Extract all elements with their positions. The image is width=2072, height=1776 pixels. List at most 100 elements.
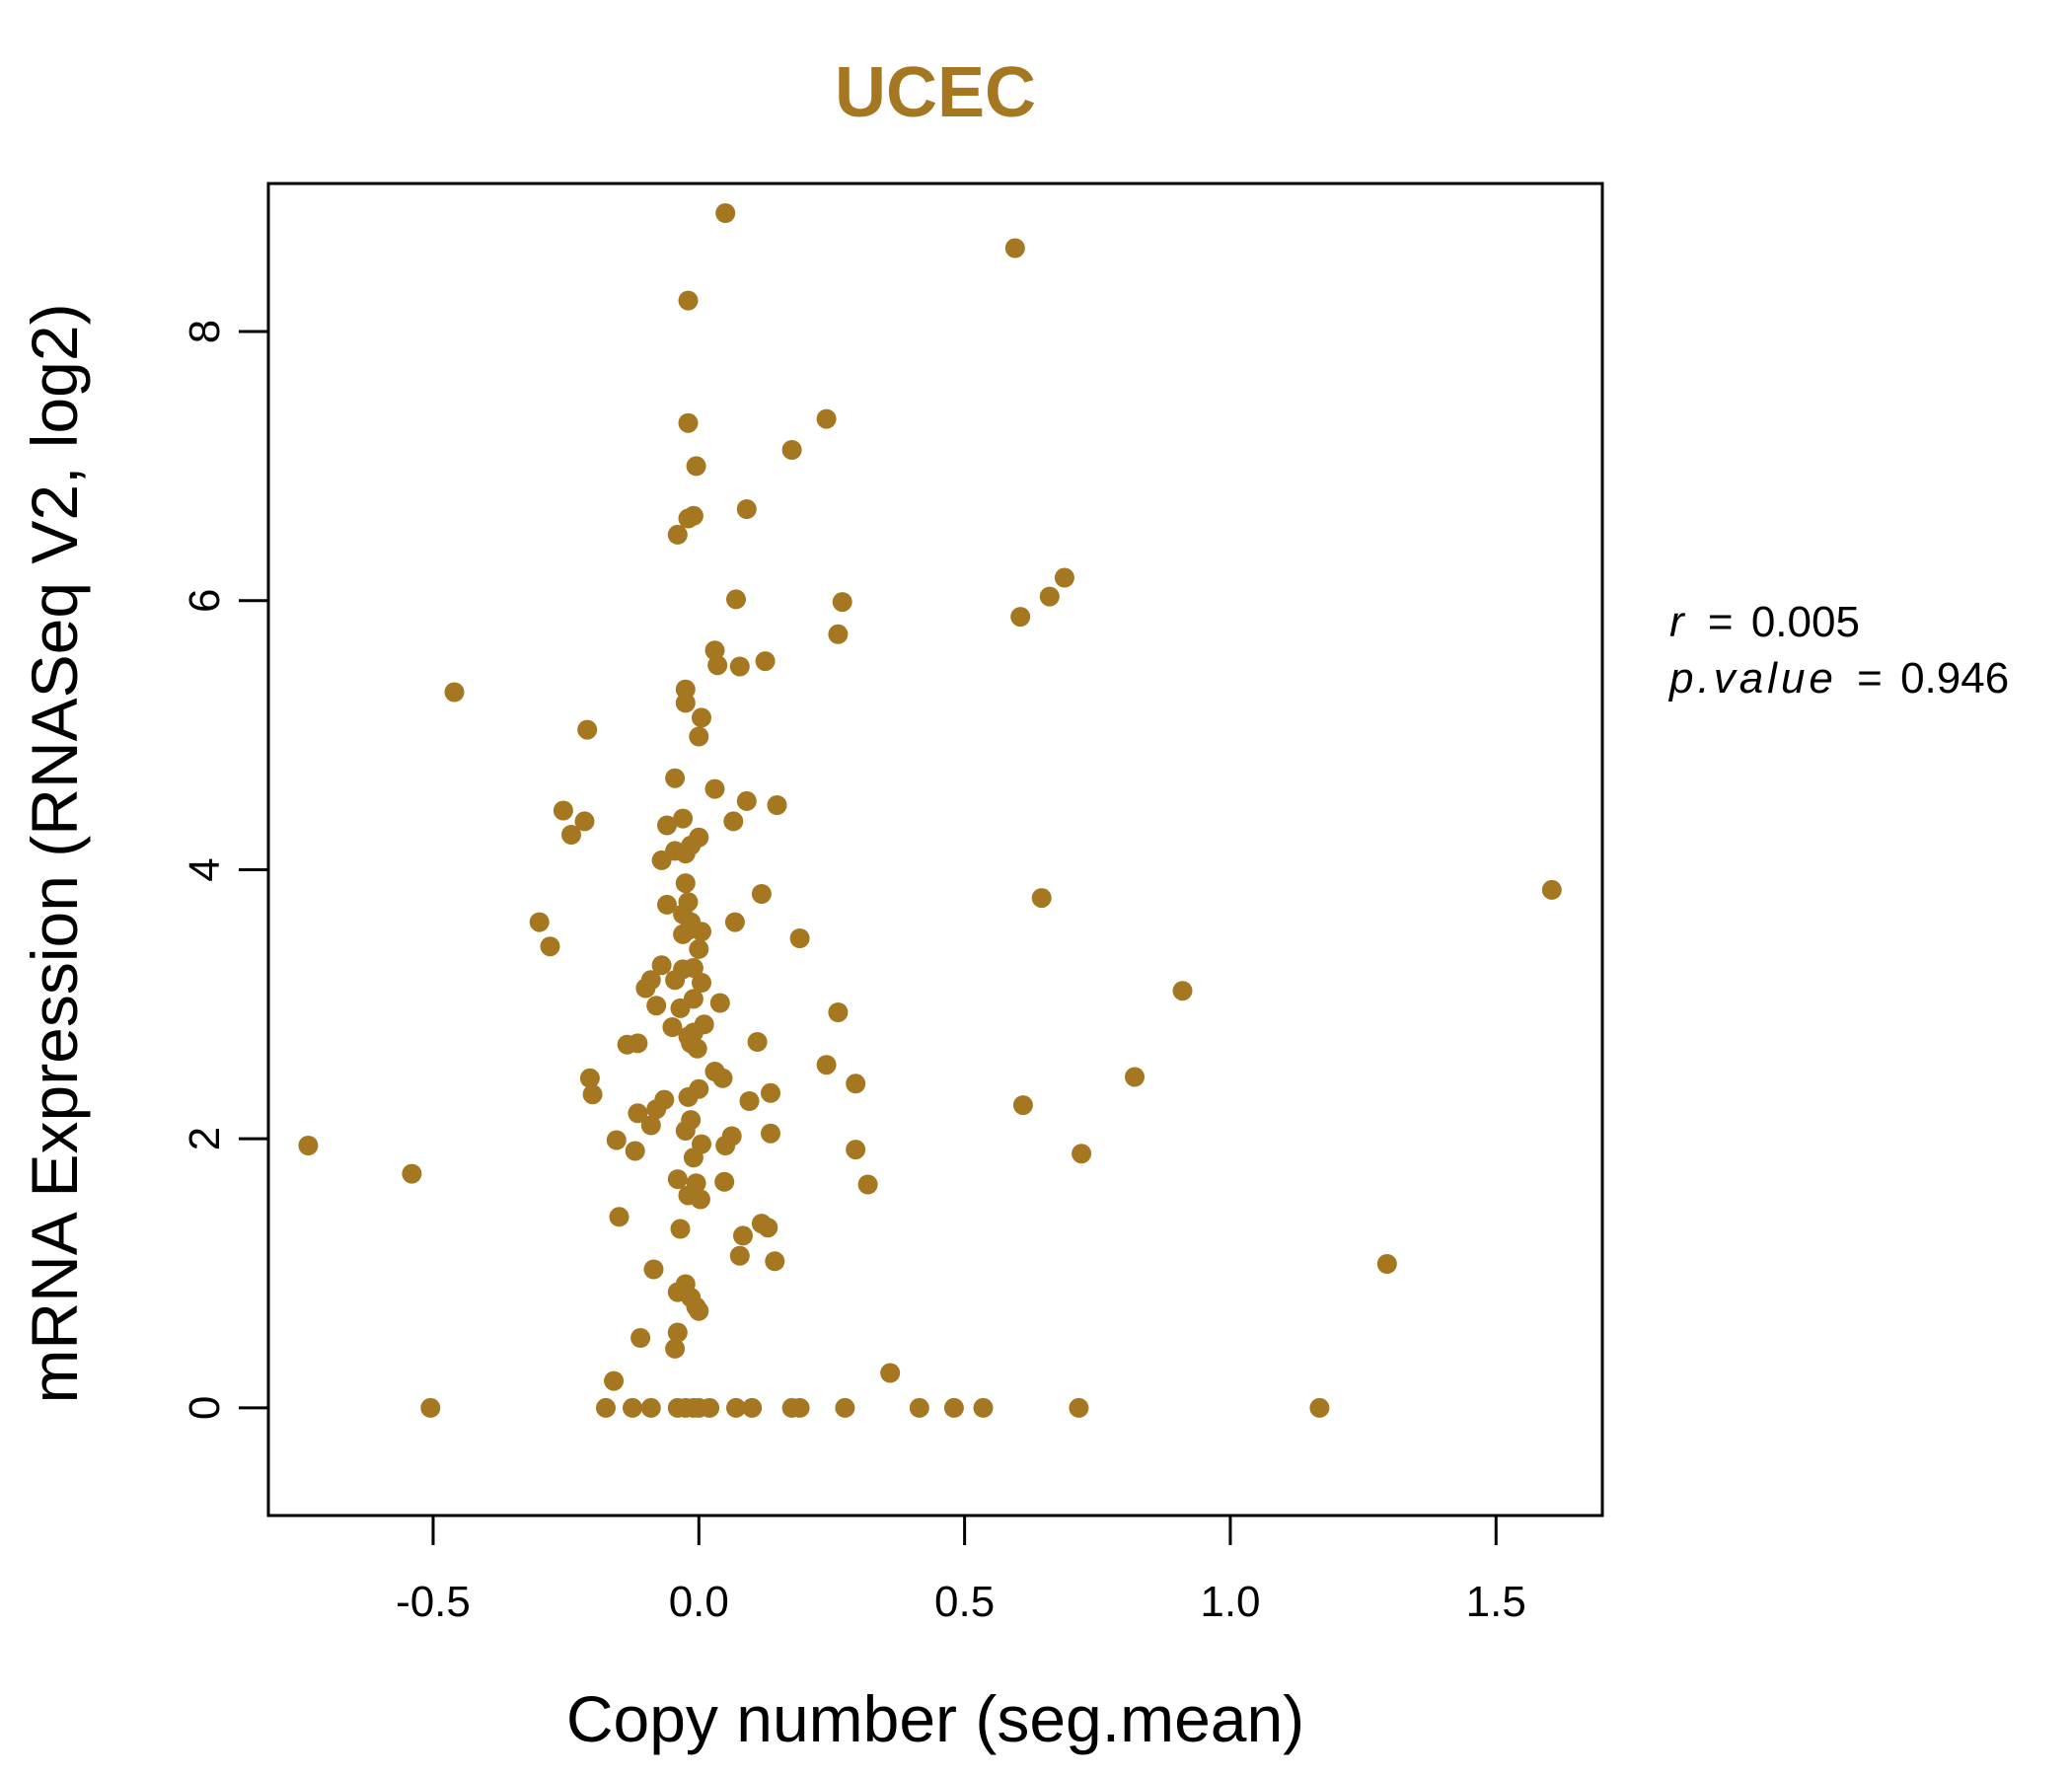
data-point xyxy=(835,1397,855,1418)
data-point xyxy=(665,768,686,788)
data-point xyxy=(714,1171,735,1192)
y-axis: 0 2 4 6 8 xyxy=(181,320,268,1420)
data-point xyxy=(667,524,688,545)
data-point xyxy=(832,592,852,613)
data-point xyxy=(712,1068,733,1088)
data-point xyxy=(781,440,802,460)
data-point xyxy=(651,955,672,976)
data-point xyxy=(675,873,696,894)
p-symbol: p.value xyxy=(1667,654,1837,703)
y-tick-label: 4 xyxy=(181,857,229,881)
data-point xyxy=(420,1397,441,1418)
data-point xyxy=(1012,1095,1033,1116)
data-point xyxy=(670,998,691,1018)
data-point xyxy=(609,1207,629,1227)
y-tick-label: 8 xyxy=(181,320,229,343)
data-point xyxy=(726,1397,746,1418)
data-point xyxy=(665,970,686,991)
data-point xyxy=(767,795,787,815)
data-point xyxy=(943,1397,964,1418)
data-point xyxy=(667,1169,688,1190)
data-point xyxy=(857,1174,878,1195)
data-point xyxy=(651,850,672,870)
x-tick-label: 1.5 xyxy=(1466,1578,1526,1626)
data-point xyxy=(540,936,560,957)
data-point xyxy=(604,1370,625,1391)
y-tick-label: 0 xyxy=(181,1396,229,1420)
data-point xyxy=(683,1147,703,1168)
data-point xyxy=(298,1136,319,1155)
data-point xyxy=(1541,879,1562,900)
data-point xyxy=(689,1300,709,1321)
data-point xyxy=(596,1397,616,1418)
p-value: 0.946 xyxy=(1900,654,2009,703)
data-point xyxy=(909,1397,929,1418)
data-point xyxy=(1010,607,1031,628)
y-tick-label: 6 xyxy=(181,588,229,612)
data-point xyxy=(758,1218,778,1238)
data-point xyxy=(686,456,706,477)
data-point xyxy=(1376,1254,1397,1274)
x-tick-label: 0.0 xyxy=(669,1578,729,1626)
data-point xyxy=(761,1082,780,1103)
data-point xyxy=(742,1397,763,1418)
data-point xyxy=(683,958,703,978)
data-point xyxy=(715,203,736,223)
data-point xyxy=(667,1322,688,1343)
data-point xyxy=(665,1338,686,1359)
data-point xyxy=(1004,238,1025,259)
y-axis-label: mRNA Expression (RNASeq V2, log2) xyxy=(18,303,91,1403)
data-point xyxy=(675,679,696,700)
data-point xyxy=(1069,1397,1089,1418)
data-point xyxy=(700,1397,720,1418)
data-point xyxy=(673,924,694,944)
data-point xyxy=(687,1038,707,1059)
data-point xyxy=(690,1189,710,1210)
data-point xyxy=(751,884,772,904)
data-point xyxy=(729,1245,750,1266)
data-point xyxy=(846,1140,866,1160)
data-point xyxy=(640,1115,661,1136)
data-point xyxy=(761,1123,780,1144)
data-point xyxy=(582,1084,603,1105)
data-point xyxy=(689,938,709,959)
data-point xyxy=(1125,1067,1145,1087)
plot-frame xyxy=(266,182,1604,1517)
data-point xyxy=(789,928,810,948)
data-point xyxy=(402,1163,422,1184)
y-tick-label: 2 xyxy=(181,1127,229,1150)
p-statistic: p.value = 0.946 xyxy=(1667,654,2009,703)
data-point xyxy=(1031,888,1052,909)
x-axis-label: Copy number (seg.mean) xyxy=(566,1682,1304,1755)
data-point xyxy=(646,1099,667,1120)
data-point xyxy=(709,993,730,1013)
data-point xyxy=(846,1073,866,1094)
data-point xyxy=(579,1068,600,1088)
p-equals: = xyxy=(1857,654,1883,703)
data-point xyxy=(670,1219,691,1239)
data-point xyxy=(678,290,699,311)
data-point xyxy=(628,1103,648,1124)
data-point xyxy=(736,790,757,811)
data-point xyxy=(828,1002,849,1022)
data-point xyxy=(1172,981,1193,1001)
data-point xyxy=(692,922,711,942)
data-point xyxy=(561,825,581,845)
data-point xyxy=(623,1397,642,1418)
x-axis: -0.5 0.0 0.5 1.0 1.5 xyxy=(396,1516,1526,1626)
r-statistic: r = 0.005 xyxy=(1669,598,1860,646)
x-tick-label: 1.0 xyxy=(1200,1578,1260,1626)
data-point xyxy=(553,800,573,821)
data-point xyxy=(736,499,757,519)
data-point xyxy=(529,912,550,932)
data-point xyxy=(630,1328,651,1348)
data-point xyxy=(1054,567,1074,588)
data-point xyxy=(625,1141,645,1161)
data-point xyxy=(673,808,694,829)
data-point xyxy=(444,682,465,703)
data-point xyxy=(755,651,776,672)
data-point xyxy=(880,1363,901,1383)
data-point xyxy=(678,1086,699,1107)
data-point xyxy=(704,640,725,661)
